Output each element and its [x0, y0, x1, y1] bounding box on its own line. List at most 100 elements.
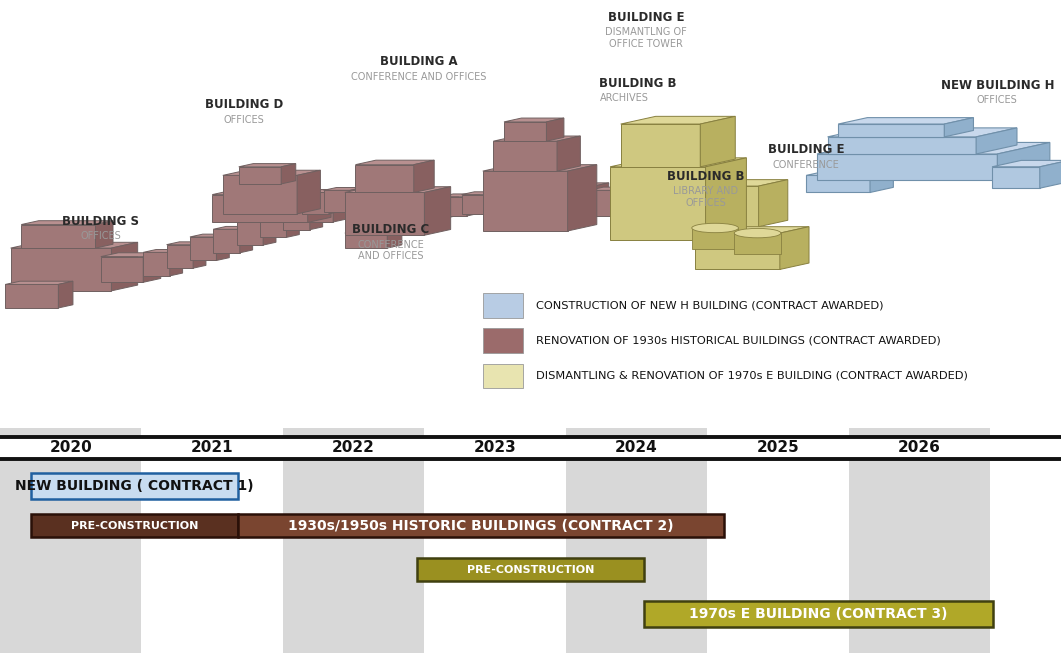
Polygon shape — [1040, 161, 1061, 188]
Bar — [483, 293, 523, 318]
Polygon shape — [239, 167, 281, 184]
Text: 2025: 2025 — [756, 441, 799, 456]
Polygon shape — [806, 176, 870, 193]
Polygon shape — [838, 118, 974, 124]
Polygon shape — [21, 221, 114, 225]
Polygon shape — [483, 165, 596, 171]
Polygon shape — [589, 187, 636, 190]
Polygon shape — [350, 187, 363, 212]
Polygon shape — [297, 170, 320, 214]
Polygon shape — [440, 197, 467, 216]
Text: PRE-CONSTRUCTION: PRE-CONSTRUCTION — [467, 565, 594, 575]
Text: BUILDING C: BUILDING C — [352, 223, 429, 236]
Text: CONFERENCE AND OFFICES: CONFERENCE AND OFFICES — [351, 72, 487, 82]
Polygon shape — [440, 194, 480, 197]
Text: PRE-CONSTRUCTION: PRE-CONSTRUCTION — [71, 520, 198, 531]
Bar — [644, 601, 993, 626]
Polygon shape — [260, 211, 299, 214]
Polygon shape — [58, 281, 73, 308]
Polygon shape — [759, 180, 787, 227]
Polygon shape — [610, 158, 746, 167]
Text: DISMANTLNG OF
OFFICE TOWER: DISMANTLNG OF OFFICE TOWER — [605, 27, 688, 48]
Polygon shape — [310, 203, 323, 230]
Text: 2021: 2021 — [191, 441, 233, 456]
Polygon shape — [621, 187, 636, 216]
Bar — [0, 428, 141, 653]
Polygon shape — [700, 186, 759, 227]
Polygon shape — [387, 230, 402, 248]
Bar — [849, 428, 990, 653]
Text: 2020: 2020 — [50, 441, 92, 456]
Polygon shape — [333, 196, 346, 222]
Polygon shape — [283, 203, 323, 206]
Polygon shape — [467, 194, 480, 216]
Polygon shape — [806, 170, 893, 176]
Polygon shape — [302, 189, 342, 193]
Polygon shape — [223, 170, 320, 176]
Polygon shape — [190, 237, 216, 261]
Polygon shape — [213, 229, 240, 253]
Polygon shape — [190, 234, 229, 237]
Polygon shape — [5, 285, 58, 308]
Polygon shape — [216, 234, 229, 261]
Polygon shape — [281, 164, 296, 184]
Text: 2023: 2023 — [474, 441, 517, 456]
Polygon shape — [568, 165, 596, 231]
Polygon shape — [483, 171, 568, 231]
Polygon shape — [557, 136, 580, 171]
Text: BUILDING E: BUILDING E — [768, 143, 845, 156]
Text: 2022: 2022 — [332, 441, 376, 456]
Text: LIBRARY AND
OFFICES: LIBRARY AND OFFICES — [673, 187, 738, 208]
Polygon shape — [706, 158, 746, 240]
Text: BUILDING D: BUILDING D — [205, 98, 283, 111]
Text: 2024: 2024 — [615, 441, 658, 456]
Polygon shape — [562, 186, 594, 214]
Polygon shape — [562, 183, 609, 186]
Bar — [566, 428, 708, 653]
Polygon shape — [997, 142, 1050, 180]
Polygon shape — [419, 199, 446, 218]
Polygon shape — [462, 192, 501, 195]
Polygon shape — [193, 242, 206, 268]
Polygon shape — [992, 167, 1040, 188]
Polygon shape — [143, 252, 170, 276]
Ellipse shape — [692, 223, 738, 232]
Polygon shape — [700, 180, 787, 186]
Polygon shape — [488, 192, 501, 214]
Polygon shape — [355, 160, 434, 165]
Polygon shape — [170, 249, 182, 276]
Polygon shape — [260, 214, 286, 238]
Polygon shape — [493, 136, 580, 141]
Polygon shape — [324, 190, 350, 212]
Polygon shape — [307, 199, 333, 222]
Polygon shape — [944, 118, 974, 137]
Bar — [483, 328, 523, 353]
Bar — [238, 515, 725, 537]
Bar — [483, 364, 523, 389]
Ellipse shape — [734, 229, 781, 238]
Polygon shape — [345, 193, 424, 235]
Polygon shape — [345, 187, 451, 193]
Polygon shape — [345, 233, 387, 248]
Polygon shape — [239, 164, 296, 167]
Bar — [0, 437, 1061, 459]
Polygon shape — [992, 161, 1061, 167]
Bar — [417, 558, 644, 581]
Polygon shape — [111, 242, 138, 291]
Text: NEW BUILDING ( CONTRACT 1): NEW BUILDING ( CONTRACT 1) — [15, 479, 254, 493]
Polygon shape — [308, 189, 331, 223]
Text: DISMANTLING & RENOVATION OF 1970s E BUILDING (CONTRACT AWARDED): DISMANTLING & RENOVATION OF 1970s E BUIL… — [536, 371, 968, 381]
Polygon shape — [237, 219, 276, 221]
Text: BUILDING B: BUILDING B — [599, 77, 677, 90]
Polygon shape — [167, 242, 206, 245]
Polygon shape — [734, 233, 781, 255]
Polygon shape — [143, 253, 161, 282]
Polygon shape — [263, 219, 276, 245]
Polygon shape — [828, 128, 1016, 137]
Text: 1970s E BUILDING (CONTRACT 3): 1970s E BUILDING (CONTRACT 3) — [690, 607, 947, 620]
Polygon shape — [101, 253, 161, 257]
Polygon shape — [828, 137, 976, 154]
Text: BUILDING E: BUILDING E — [608, 10, 684, 24]
Polygon shape — [594, 183, 609, 214]
Polygon shape — [167, 245, 193, 268]
